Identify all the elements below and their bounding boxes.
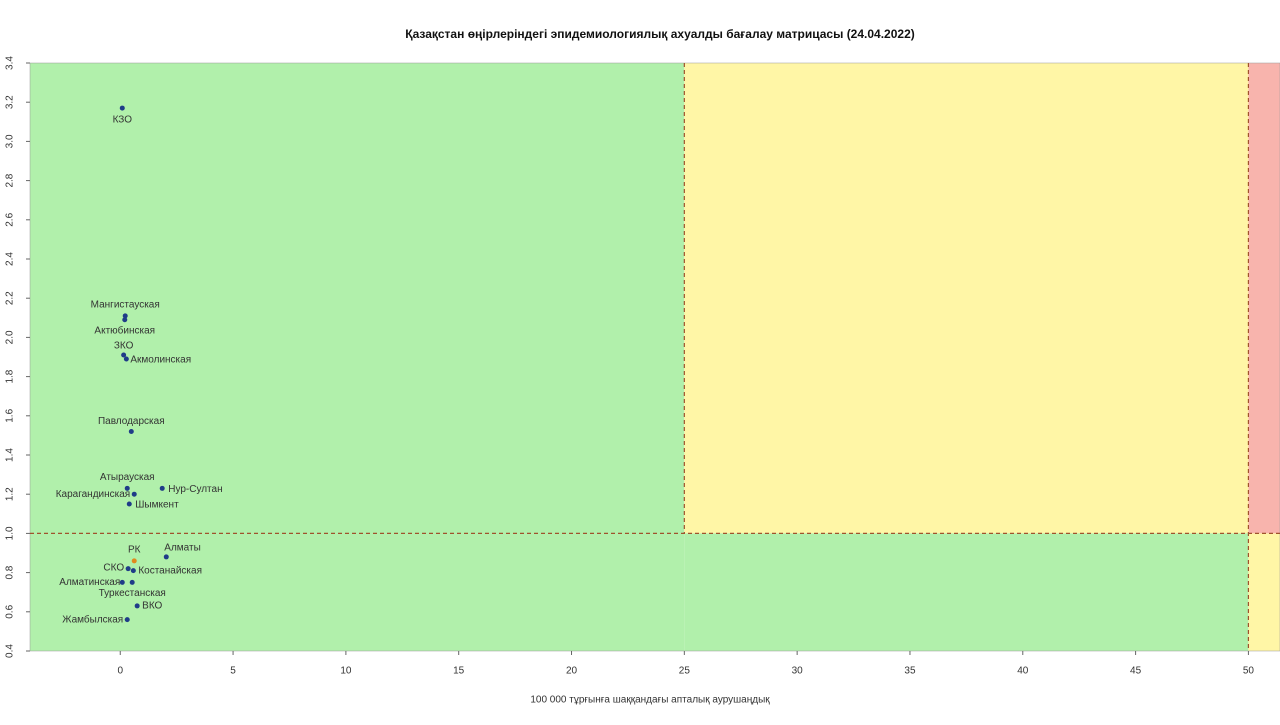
point xyxy=(124,485,130,491)
point xyxy=(123,356,129,362)
y-tick-label: 3.2 xyxy=(5,95,16,109)
x-tick-label: 0 xyxy=(117,666,123,677)
y-tick-label: 0.4 xyxy=(5,644,16,658)
y-tick-label: 1.0 xyxy=(5,526,16,540)
point-label: Акмолинская xyxy=(130,355,191,366)
point xyxy=(128,428,134,434)
x-tick-label: 25 xyxy=(679,666,691,677)
chart-title: Қазақстан өңірлеріндегі эпидемиологиялық… xyxy=(405,27,915,41)
x-tick-label: 50 xyxy=(1243,666,1255,677)
point-label: Актюбинская xyxy=(94,324,155,336)
zone xyxy=(1248,63,1280,534)
y-tick-label: 2.0 xyxy=(5,330,16,344)
point xyxy=(131,558,137,564)
x-tick-label: 35 xyxy=(904,666,916,677)
y-tick-label: 1.2 xyxy=(5,487,16,501)
point xyxy=(122,313,128,319)
point xyxy=(159,485,165,491)
x-tick-label: 5 xyxy=(230,666,236,677)
plot-border xyxy=(29,62,1280,652)
y-tick-label: 1.6 xyxy=(5,408,16,422)
y-tick-label: 1.8 xyxy=(5,369,16,383)
point-label: Жамбылская xyxy=(62,613,123,625)
point xyxy=(119,105,125,111)
point xyxy=(126,501,132,507)
y-tick-label: 1.4 xyxy=(5,448,16,462)
point-label: РК xyxy=(128,544,141,555)
point xyxy=(131,491,137,497)
point-label: Алматинская xyxy=(59,577,120,588)
point xyxy=(119,579,125,585)
y-tick-label: 0.8 xyxy=(5,565,16,579)
x-tick-label: 45 xyxy=(1130,666,1142,677)
point xyxy=(125,566,131,572)
y-tick-label: 2.6 xyxy=(5,212,16,226)
point xyxy=(130,568,136,574)
point xyxy=(122,317,128,323)
point-label: ЗКО xyxy=(114,341,134,352)
point-label: СКО xyxy=(103,562,124,573)
x-axis-label: 100 000 тұрғынға шаққандағы апталық ауру… xyxy=(530,695,770,706)
point-label: Мангистауская xyxy=(91,299,160,310)
point-label: Костанайская xyxy=(138,565,202,576)
point xyxy=(163,554,169,560)
point-label: Нур-Султан xyxy=(168,484,222,495)
x-tick-label: 40 xyxy=(1017,666,1029,677)
y-tick-label: 2.8 xyxy=(5,173,16,187)
point-label: Карагандинская xyxy=(56,489,131,500)
zone xyxy=(30,63,685,651)
y-tick-label: 3.0 xyxy=(5,134,16,148)
zone xyxy=(1248,533,1280,651)
y-tick-label: 2.4 xyxy=(5,252,16,266)
point-label: Алматы xyxy=(164,543,201,554)
point-label: Атырауская xyxy=(100,472,155,483)
point xyxy=(134,603,140,609)
x-tick-label: 10 xyxy=(340,666,352,677)
point xyxy=(121,352,127,358)
x-tick-label: 15 xyxy=(453,666,465,677)
zone xyxy=(684,533,1249,651)
y-tick-label: 2.2 xyxy=(5,291,16,305)
x-tick-label: 30 xyxy=(792,666,804,677)
point-label: ВКО xyxy=(142,601,162,612)
point-label: Туркестанская xyxy=(99,588,166,599)
x-tick-label: 20 xyxy=(566,666,578,677)
y-tick-label: 3.4 xyxy=(5,56,16,70)
point-label: Шымкент xyxy=(135,500,179,511)
point xyxy=(129,579,135,585)
zone xyxy=(684,63,1249,534)
y-tick-label: 0.6 xyxy=(5,604,16,618)
point xyxy=(124,617,130,623)
point-label: Павлодарская xyxy=(98,416,165,427)
point-label: КЗО xyxy=(113,115,133,126)
